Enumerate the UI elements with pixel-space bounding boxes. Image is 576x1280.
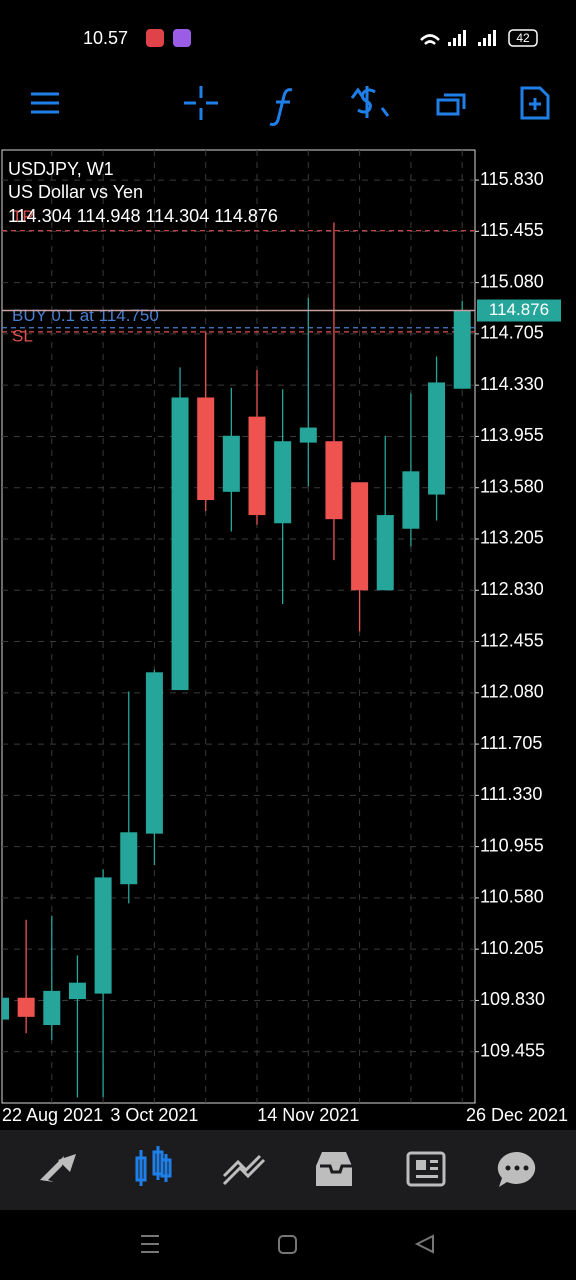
x-tick-label: 22 Aug 2021 bbox=[2, 1105, 103, 1125]
x-tick-label: 14 Nov 2021 bbox=[257, 1105, 359, 1125]
objects-button[interactable] bbox=[436, 93, 466, 116]
price-badge bbox=[477, 299, 561, 322]
y-tick-label: 113.580 bbox=[480, 476, 544, 496]
status-time: 10.57 bbox=[83, 28, 128, 48]
candle-body bbox=[171, 397, 189, 691]
candle-body bbox=[453, 310, 471, 389]
y-tick-label: 110.205 bbox=[480, 938, 544, 958]
level-label: TP bbox=[12, 207, 34, 226]
notification-icon bbox=[146, 29, 164, 47]
ohlc-value: 114.304 bbox=[8, 206, 72, 226]
new-order-button[interactable] bbox=[520, 86, 550, 120]
candle-body bbox=[2, 997, 9, 1020]
level-label: BUY 0.1 at 114.750 bbox=[12, 306, 159, 325]
trade-tab[interactable] bbox=[222, 1154, 266, 1186]
y-tick-label: 111.330 bbox=[480, 784, 542, 804]
y-tick-label: 109.455 bbox=[480, 1040, 545, 1060]
crosshair-button[interactable] bbox=[184, 86, 218, 120]
y-tick-label: 111.705 bbox=[480, 733, 542, 753]
history-tab[interactable] bbox=[316, 1152, 352, 1186]
y-tick-label: 115.455 bbox=[480, 220, 544, 240]
candle-body bbox=[222, 435, 240, 492]
wifi-icon bbox=[420, 34, 440, 45]
indicators-button[interactable] bbox=[269, 88, 293, 126]
candle-body bbox=[274, 441, 292, 524]
back-button[interactable] bbox=[414, 1234, 434, 1254]
battery-level: 42 bbox=[516, 31, 530, 45]
candle-body bbox=[351, 482, 369, 591]
trade-button[interactable] bbox=[350, 86, 390, 118]
y-tick-label: 114.330 bbox=[480, 374, 544, 394]
y-tick-label: 115.080 bbox=[480, 271, 544, 291]
chart-subtitle: US Dollar vs Yen bbox=[8, 182, 143, 202]
candle-body bbox=[428, 382, 446, 495]
y-tick-label: 115.830 bbox=[480, 169, 544, 189]
y-tick-label: 112.830 bbox=[480, 579, 544, 599]
candle-body bbox=[94, 877, 112, 994]
candle-body bbox=[120, 832, 138, 885]
ohlc-value: 114.304 bbox=[145, 206, 209, 226]
news-tab[interactable] bbox=[406, 1151, 446, 1187]
recents-button[interactable] bbox=[141, 1235, 159, 1253]
chart-tab[interactable] bbox=[135, 1146, 172, 1186]
menu-button[interactable] bbox=[31, 92, 59, 114]
ohlc-value: 114.876 bbox=[214, 206, 278, 226]
chart-frame bbox=[1, 149, 476, 1104]
candle-body bbox=[197, 397, 215, 501]
candle-body bbox=[43, 990, 61, 1026]
price-badge-label: 114.876 bbox=[489, 300, 549, 319]
x-tick-label: 26 Dec 2021 bbox=[466, 1105, 568, 1125]
y-tick-label: 112.455 bbox=[480, 630, 544, 650]
chart-title: USDJPY, W1 bbox=[8, 159, 114, 179]
y-tick-label: 110.580 bbox=[480, 887, 544, 907]
candle-body bbox=[299, 427, 317, 443]
candle-body bbox=[402, 471, 420, 529]
candle-body bbox=[145, 672, 163, 834]
candle-body bbox=[376, 515, 394, 591]
x-tick-label: 3 Oct 2021 bbox=[110, 1105, 198, 1125]
ohlc-value: 114.948 bbox=[77, 206, 141, 226]
battery-icon bbox=[508, 29, 538, 47]
candle-body bbox=[68, 982, 86, 1000]
y-tick-label: 112.080 bbox=[480, 682, 544, 702]
quotes-tab[interactable] bbox=[40, 1154, 76, 1182]
y-tick-label: 114.705 bbox=[480, 323, 544, 343]
y-tick-label: 109.830 bbox=[480, 989, 545, 1009]
notification-icon bbox=[173, 29, 191, 47]
bottom-nav bbox=[0, 1130, 576, 1210]
candle-body bbox=[325, 441, 343, 520]
y-tick-label: 110.955 bbox=[480, 835, 544, 855]
level-label: SL bbox=[12, 326, 33, 345]
candle-body bbox=[17, 997, 35, 1017]
home-button[interactable] bbox=[278, 1235, 297, 1254]
y-tick-label: 113.205 bbox=[480, 528, 544, 548]
y-tick-label: 113.955 bbox=[480, 425, 544, 445]
chat-tab[interactable] bbox=[497, 1151, 536, 1187]
candle-body bbox=[248, 416, 266, 516]
signal-icon bbox=[448, 30, 496, 46]
plot-area bbox=[2, 150, 475, 1103]
